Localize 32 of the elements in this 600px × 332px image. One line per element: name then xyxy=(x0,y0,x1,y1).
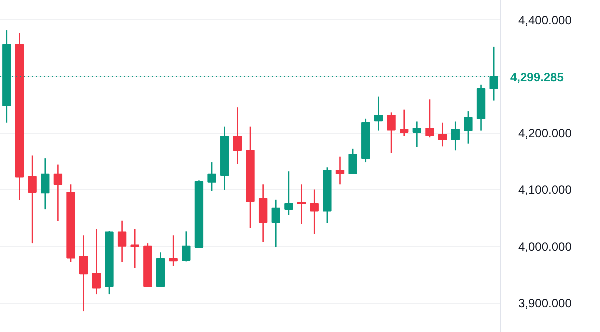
candlestick xyxy=(387,112,396,154)
candlestick xyxy=(348,148,358,175)
candlestick xyxy=(92,228,101,296)
y-tick-label: 4,200.000 xyxy=(518,126,572,141)
ref-line-label: 4,299.285 xyxy=(510,70,564,84)
candlestick xyxy=(297,184,306,225)
candlestick xyxy=(208,162,216,192)
candlestick xyxy=(182,231,191,262)
candlestick xyxy=(438,122,448,148)
candlestick xyxy=(374,96,384,132)
candlestick xyxy=(233,106,242,165)
candlestick xyxy=(258,184,268,244)
y-tick-label: 4,400.000 xyxy=(518,13,572,28)
y-tick-label: 4,100.000 xyxy=(518,183,572,198)
candlestick xyxy=(272,199,280,248)
candlestick xyxy=(284,170,294,216)
candlestick xyxy=(426,98,434,138)
candlestick xyxy=(169,234,178,267)
candlestick xyxy=(79,234,88,312)
y-tick-label: 3,900.000 xyxy=(518,296,572,311)
candlestick xyxy=(54,164,63,222)
candlestick xyxy=(451,121,460,152)
candlestick xyxy=(464,110,473,144)
candlestick xyxy=(336,156,345,186)
candlestick xyxy=(28,155,37,244)
candlestick xyxy=(118,220,127,263)
candlestick xyxy=(400,109,409,138)
candlestick xyxy=(130,228,140,270)
candlestick xyxy=(310,189,319,236)
candlestick xyxy=(41,158,50,210)
candlestick xyxy=(412,121,422,148)
y-tick-label: 4,000.000 xyxy=(518,240,572,254)
